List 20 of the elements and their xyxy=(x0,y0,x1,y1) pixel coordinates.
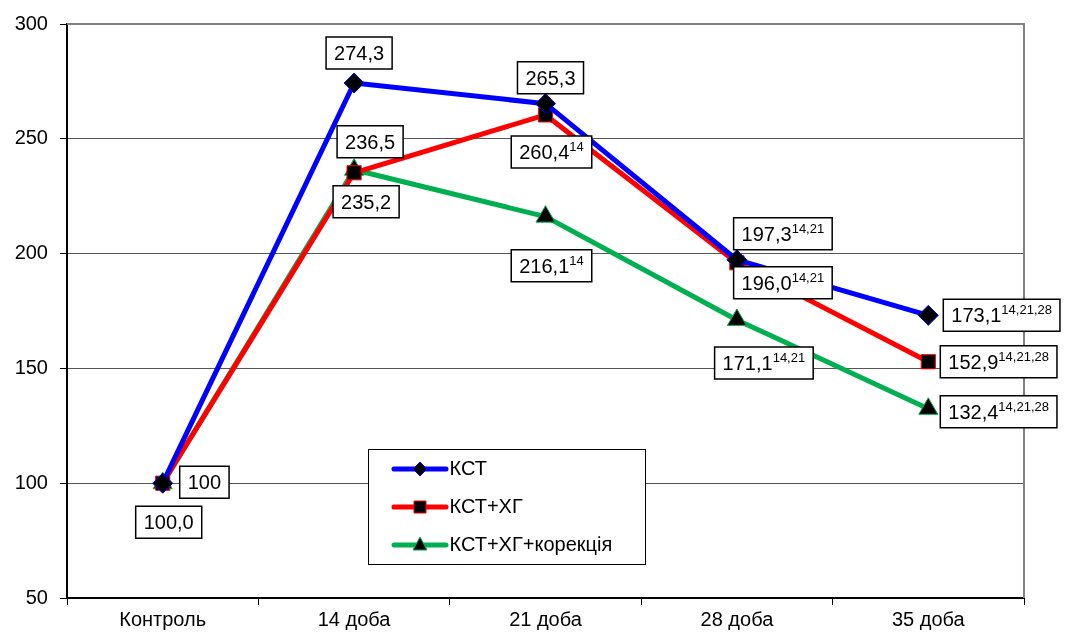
data-label: 274,3 xyxy=(334,42,385,65)
x-tick-label: 28 доба xyxy=(700,607,775,630)
x-tick-label: 14 доба xyxy=(317,607,392,630)
legend-label: КСТ+ХГ xyxy=(449,495,523,519)
y-tick-label: 200 xyxy=(14,241,48,264)
y-tick-label: 250 xyxy=(14,126,48,149)
data-label: 236,5 xyxy=(345,130,396,153)
legend-label: КСТ xyxy=(449,457,487,481)
data-label: 265,3 xyxy=(525,66,576,89)
x-tick-label: 21 доба xyxy=(509,607,583,630)
legend-label: КСТ+ХГ+корекція xyxy=(449,533,613,557)
x-tick-label: Контроль xyxy=(119,607,207,630)
y-tick-label: 50 xyxy=(25,585,48,608)
x-tick-label: 35 доба xyxy=(891,607,966,630)
y-tick-label: 300 xyxy=(14,11,48,34)
data-label: 100 xyxy=(187,471,222,494)
y-tick-label: 100 xyxy=(14,470,48,493)
data-label: 235,2 xyxy=(341,190,392,213)
y-tick-label: 150 xyxy=(14,355,48,378)
data-label: 100,0 xyxy=(143,511,194,534)
